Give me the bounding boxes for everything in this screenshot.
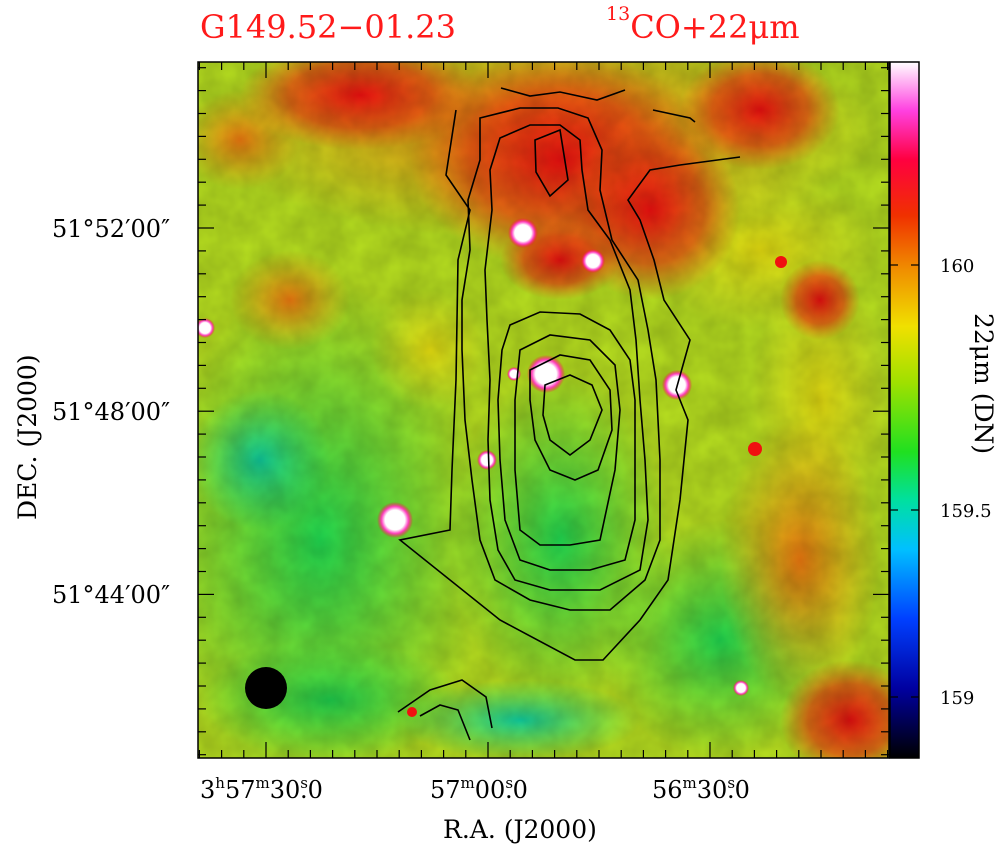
- contour-level-6: [514, 334, 621, 546]
- co-contours: [397, 87, 741, 741]
- contour-level-8: [542, 374, 603, 456]
- tracer-label: CO+22μm: [630, 8, 800, 46]
- colorbar-tick-label-0: 160: [940, 256, 974, 277]
- beam-marker: [245, 667, 287, 709]
- x-axis-label: R.A. (J2000): [443, 815, 597, 844]
- source-name-title: G149.52−01.23: [200, 8, 456, 46]
- colorbar-tick-label-1: 159.5: [940, 501, 992, 522]
- contour-level-7: [529, 354, 613, 481]
- x-tick-label-1: 57m00s.0: [430, 774, 528, 804]
- contour-level-2: [398, 109, 741, 661]
- contour-level-1b: [652, 109, 696, 123]
- contour-level-4: [484, 124, 649, 591]
- contour-level-1: [500, 87, 626, 101]
- isotope-superscript: 13: [606, 3, 631, 26]
- y-tick-label-0: 51°52′00″: [52, 215, 170, 243]
- contour-level-3: [461, 107, 661, 611]
- x-tick-label-0: 3h57m30s.0: [200, 774, 323, 804]
- x-tick-label-2: 56m30s.0: [652, 774, 750, 804]
- y-axis-label: DEC. (J2000): [13, 354, 42, 520]
- contour-peak-north: [534, 128, 569, 198]
- colorbar: [889, 61, 920, 759]
- tracer-title: 13CO+22μm: [606, 3, 800, 46]
- contour-south: [397, 679, 493, 741]
- y-tick-label-1: 51°48′00″: [52, 398, 170, 426]
- heatmap-image: [198, 62, 889, 758]
- plot-frame: [197, 61, 890, 759]
- colorbar-label: 22μm (DN): [969, 313, 998, 454]
- axis-ticks: [198, 62, 889, 758]
- y-tick-label-2: 51°44′00″: [52, 581, 170, 609]
- colorbar-tick-label-2: 159: [940, 688, 974, 709]
- colorbar-ticks: [890, 264, 919, 698]
- contour-level-5: [497, 311, 636, 571]
